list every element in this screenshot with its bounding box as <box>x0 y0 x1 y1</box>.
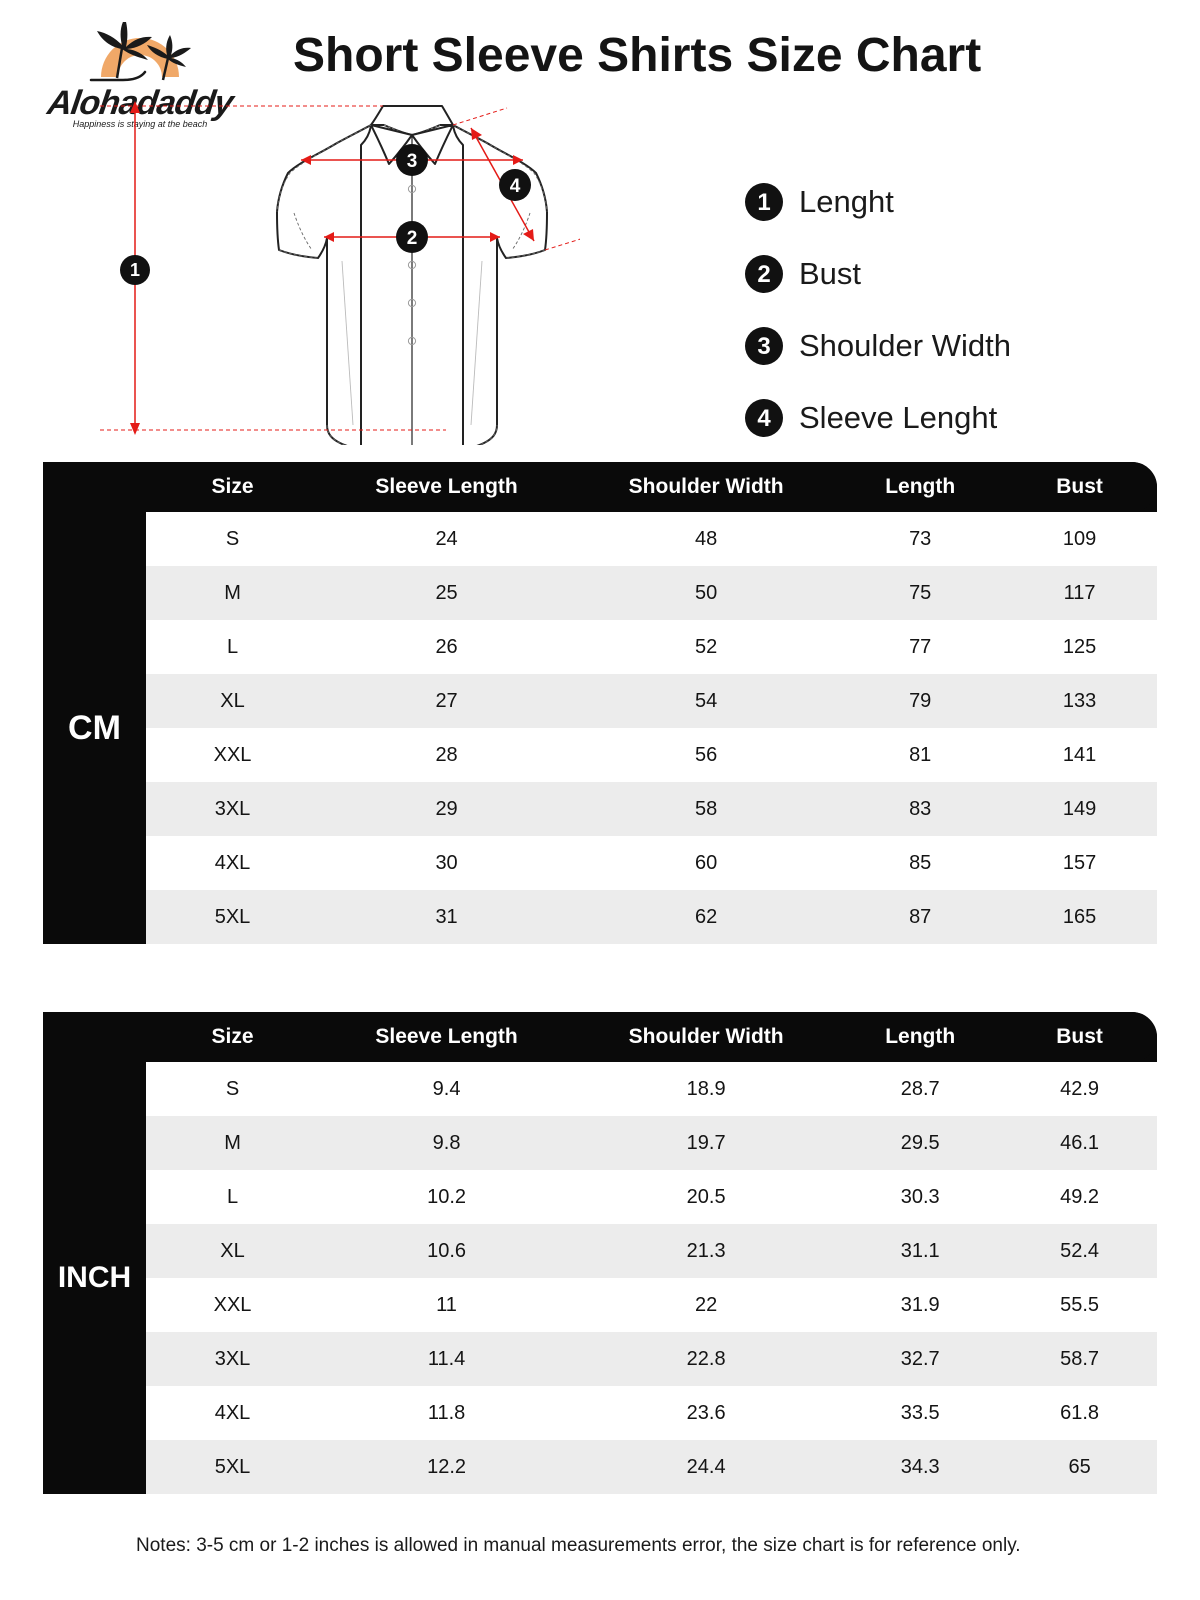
svg-text:3: 3 <box>407 151 418 172</box>
svg-text:3: 3 <box>757 333 770 360</box>
svg-text:2: 2 <box>757 261 770 288</box>
svg-text:4: 4 <box>510 176 521 197</box>
svg-text:1: 1 <box>757 189 770 216</box>
svg-text:1: 1 <box>130 260 140 280</box>
svg-text:2: 2 <box>407 228 418 249</box>
svg-text:4: 4 <box>757 405 771 432</box>
